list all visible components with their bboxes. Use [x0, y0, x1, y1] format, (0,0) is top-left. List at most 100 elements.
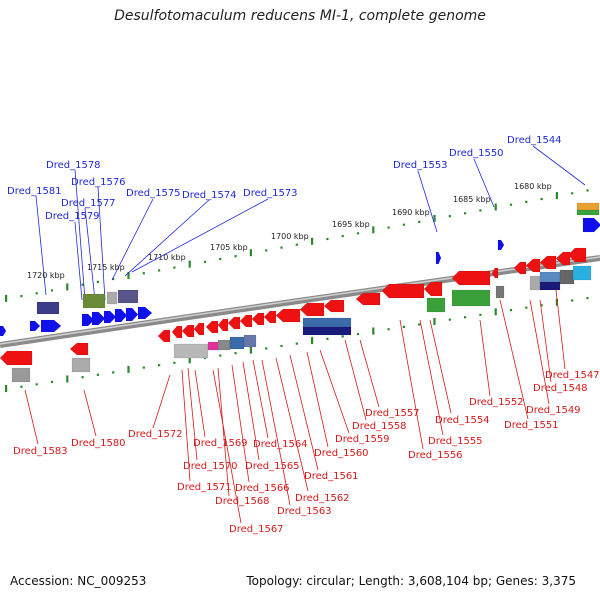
reverse-gene-arrow	[181, 324, 195, 338]
gene-label-dred-1559[interactable]: Dred_1559	[335, 434, 390, 445]
gene-label-dred-1566[interactable]: Dred_1566	[235, 483, 290, 494]
gene-label-dred-1547[interactable]: Dred_1547	[545, 370, 600, 381]
gene-label-dred-1571[interactable]: Dred_1571	[177, 482, 232, 493]
ruler-top-tick	[540, 197, 543, 201]
gene-label-dred-1550[interactable]: Dred_1550	[449, 148, 504, 159]
ruler-bottom-tick	[234, 352, 237, 355]
reverse-leader-line	[479, 319, 491, 397]
gene-label-dred-1576[interactable]: Dred_1576	[71, 177, 126, 188]
reverse-gene-arrow	[205, 320, 219, 334]
gene-label-dred-1565[interactable]: Dred_1565	[245, 461, 300, 472]
reverse-leader-line	[252, 359, 269, 439]
gene-label-dred-1581[interactable]: Dred_1581	[7, 186, 62, 197]
scale-label-1680: 1680 kbp	[514, 182, 552, 191]
gene-label-dred-1564[interactable]: Dred_1564	[253, 439, 308, 450]
gene-label-dred-1572[interactable]: Dred_1572	[128, 429, 183, 440]
gene-label-dred-1579[interactable]: Dred_1579	[45, 211, 100, 222]
forward-gene-labels: Dred_1578 Dred_1581 Dred_1576 Dred_1577 …	[7, 135, 562, 222]
reverse-gene-arrow	[539, 255, 557, 270]
ruler-top-tick	[356, 232, 360, 235]
gene-label-dred-1555[interactable]: Dred_1555	[428, 436, 483, 447]
gene-label-dred-1554[interactable]: Dred_1554	[435, 415, 490, 426]
gene-label-dred-1561[interactable]: Dred_1561	[304, 471, 359, 482]
gene-label-dred-1568[interactable]: Dred_1568	[215, 496, 270, 507]
reverse-gene-arrow	[69, 342, 89, 356]
gene-label-dred-1556[interactable]: Dred_1556	[408, 450, 463, 461]
gene-label-dred-1553[interactable]: Dred_1553	[393, 160, 448, 171]
gene-label-dred-1570[interactable]: Dred_1570	[183, 461, 238, 472]
feature-box	[302, 317, 352, 329]
forward-leader-line	[473, 158, 495, 208]
forward-gene-arrow	[103, 310, 117, 324]
ruler-bottom-tick	[311, 337, 314, 345]
ruler-bottom-tick	[96, 373, 99, 376]
gene-label-dred-1560[interactable]: Dred_1560	[314, 448, 369, 459]
forward-gene-arrow	[81, 313, 95, 327]
reverse-gene-arrow	[217, 318, 229, 332]
scale-label-1705: 1705 kbp	[210, 243, 248, 252]
gene-label-dred-1580[interactable]: Dred_1580	[71, 438, 126, 449]
feature-box	[495, 285, 505, 299]
gene-label-dred-1567[interactable]: Dred_1567	[229, 524, 284, 535]
reverse-gene-arrow	[275, 308, 301, 323]
ruler-top-tick	[555, 192, 558, 200]
reverse-gene-arrow	[513, 261, 527, 275]
gene-label-dred-1563[interactable]: Dred_1563	[277, 506, 332, 517]
gene-label-dred-1573[interactable]: Dred_1573	[243, 188, 298, 199]
ruler-bottom-tick	[5, 385, 8, 393]
gene-label-dred-1544[interactable]: Dred_1544	[507, 135, 562, 146]
reverse-leader-line	[194, 369, 206, 438]
feature-box	[229, 336, 245, 350]
gene-label-dred-1583[interactable]: Dred_1583	[13, 446, 68, 457]
gene-track	[0, 202, 600, 383]
ruler-top-tick	[35, 292, 38, 295]
ruler-bottom-tick	[249, 346, 252, 354]
forward-gene-arrow	[497, 239, 505, 251]
ruler-top-tick	[586, 189, 589, 192]
gene-label-dred-1548[interactable]: Dred_1548	[533, 383, 588, 394]
ruler-bottom-tick	[173, 361, 176, 364]
gene-label-dred-1552[interactable]: Dred_1552	[469, 397, 524, 408]
gene-label-dred-1551[interactable]: Dred_1551	[504, 420, 559, 431]
forward-leader-line	[97, 186, 106, 301]
gene-label-dred-1578[interactable]: Dred_1578	[46, 160, 101, 171]
reverse-leader-line	[261, 359, 291, 506]
forward-gene-arrow	[137, 306, 153, 320]
gene-label-dred-1562[interactable]: Dred_1562	[295, 493, 350, 504]
ruler-bottom-tick	[479, 313, 482, 316]
ruler-top-tick	[20, 295, 23, 298]
ruler-bottom-tick	[35, 383, 38, 386]
ruler-bottom-tick	[127, 365, 130, 373]
reverse-leader-line	[319, 349, 350, 434]
reverse-gene-arrow	[239, 314, 253, 328]
ruler-bottom-tick	[464, 316, 467, 319]
gene-label-dred-1569[interactable]: Dred_1569	[193, 438, 248, 449]
ruler-top-tick	[81, 283, 84, 286]
reverse-gene-arrow	[555, 251, 571, 266]
ruler-top-tick	[249, 249, 252, 257]
reverse-leader-line	[419, 319, 444, 436]
gene-label-dred-1549[interactable]: Dred_1549	[526, 405, 581, 416]
feature-box	[539, 281, 561, 291]
ruler-top-tick	[188, 260, 191, 268]
gene-label-dred-1558[interactable]: Dred_1558	[352, 421, 407, 432]
ruler-bottom-tick	[448, 318, 451, 321]
ruler-top-tick	[311, 237, 314, 245]
gene-label-dred-1577[interactable]: Dred_1577	[61, 198, 116, 209]
reverse-leader-line	[187, 367, 198, 461]
gene-label-dred-1575[interactable]: Dred_1575	[126, 188, 181, 199]
gene-label-dred-1557[interactable]: Dred_1557	[365, 408, 420, 419]
ruler-top-tick	[387, 226, 390, 229]
ruler-top-tick	[265, 249, 268, 252]
ruler-top-tick	[50, 289, 54, 292]
ruler-bottom-tick	[509, 308, 513, 312]
reverse-gene-labels: Dred_1583 Dred_1580 Dred_1572 Dred_1569 …	[13, 370, 600, 535]
ruler-top-tick	[372, 226, 375, 234]
reverse-leader-line	[539, 299, 552, 383]
ruler-bottom-tick	[586, 296, 589, 300]
reverse-leader-line	[429, 319, 452, 414]
ruler-bottom-tick	[494, 308, 497, 316]
feature-box	[36, 301, 60, 315]
gene-label-dred-1574[interactable]: Dred_1574	[182, 190, 237, 201]
